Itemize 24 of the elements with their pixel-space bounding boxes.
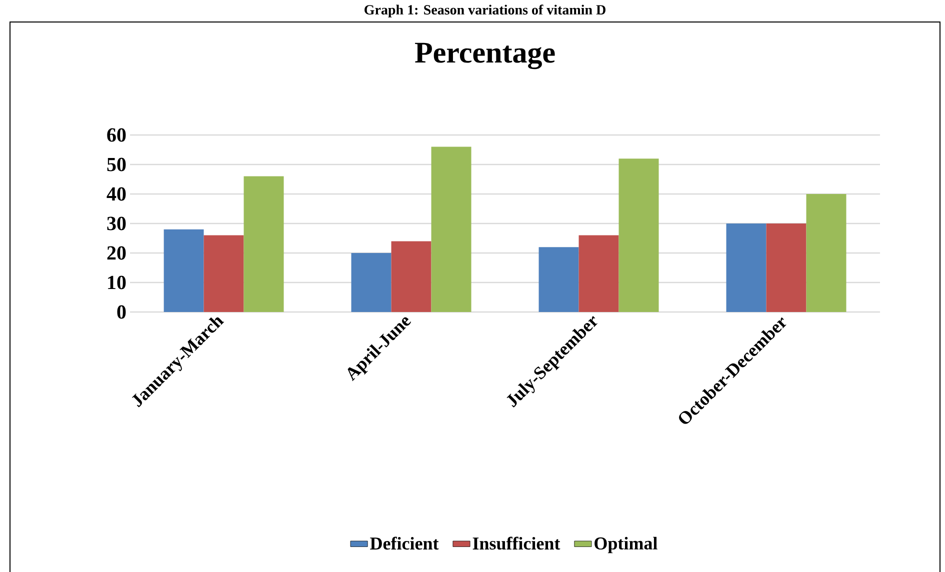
bar xyxy=(806,194,846,312)
bar xyxy=(431,146,472,312)
y-tick-label: 20 xyxy=(107,246,126,260)
legend-label: Deficient xyxy=(370,536,439,550)
y-tick-label: 10 xyxy=(108,276,126,290)
y-tick-label: 50 xyxy=(107,158,126,172)
y-tick-label: 30 xyxy=(107,216,126,230)
y-tick-label: 60 xyxy=(107,128,126,142)
bar xyxy=(351,252,392,312)
bar xyxy=(164,229,204,312)
bar xyxy=(618,158,659,312)
y-tick-label: 0 xyxy=(117,305,126,319)
bar xyxy=(766,223,806,312)
legend-label: Optimal xyxy=(594,536,658,554)
bar xyxy=(538,247,579,312)
bar xyxy=(391,241,432,312)
bar xyxy=(726,223,766,312)
bar xyxy=(578,235,619,312)
chart-title: Percentage xyxy=(415,42,555,70)
legend-label: Insufficient xyxy=(472,536,560,550)
bar xyxy=(244,176,284,312)
y-tick-label: 40 xyxy=(106,187,126,201)
caption: Graph 1: Season variations of vitamin D xyxy=(364,4,606,18)
bar xyxy=(204,235,244,312)
